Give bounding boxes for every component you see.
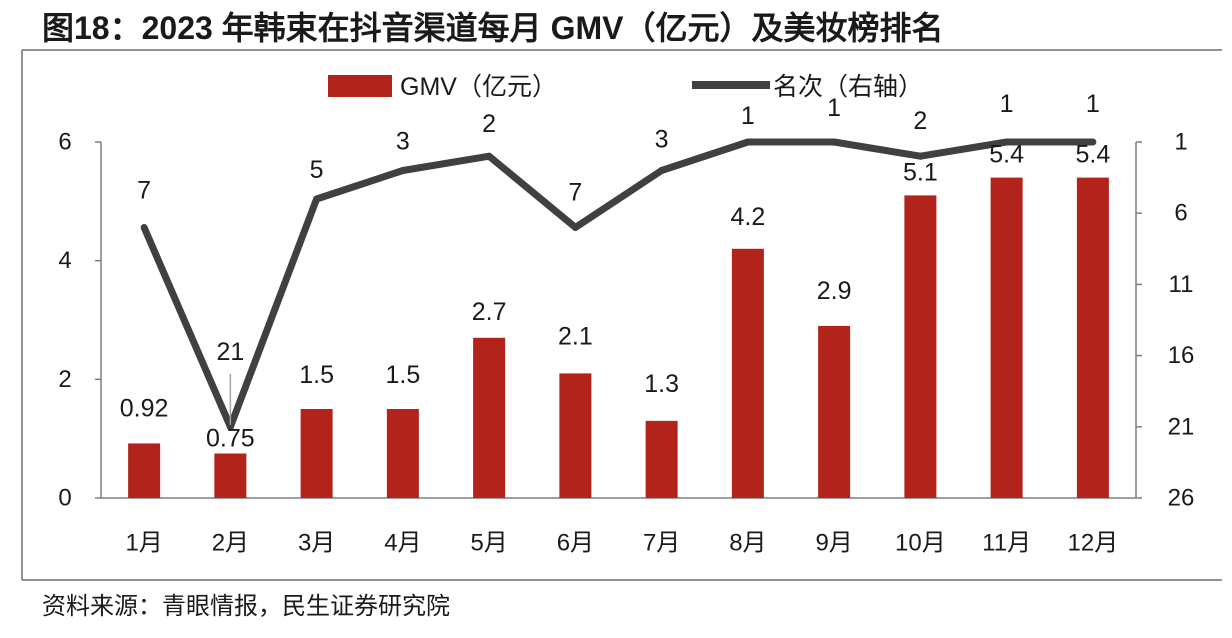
rank-data-label: 5 [310, 156, 324, 184]
gmv-data-label: 0.75 [206, 425, 255, 453]
rank-data-label: 3 [396, 127, 410, 155]
data-labels: 0.92 0.75 1.5 1.5 2.7 2.1 1.3 4.2 2.9 5.1 5.4 5.4 7 2… [120, 90, 1111, 453]
rank-point-9 [830, 138, 838, 146]
rank-point-8 [744, 138, 752, 146]
y-right-tick-label: 1 [1174, 129, 1187, 156]
gmv-data-label: 2.7 [472, 298, 507, 326]
rank-data-label: 7 [137, 176, 151, 204]
rank-data-label: 3 [655, 125, 669, 153]
y-left-tick-label: 4 [58, 247, 71, 274]
gmv-bar-8 [731, 248, 764, 498]
gmv-bar-1 [128, 443, 161, 498]
gmv-data-label: 5.4 [1075, 141, 1110, 169]
rank-data-label: 7 [568, 178, 582, 206]
rank-point-5 [485, 152, 493, 160]
source-note: 资料来源：青眼情报，民生证券研究院 [42, 593, 450, 620]
rank-data-label: 21 [216, 338, 244, 366]
rank-data-label: 2 [482, 110, 496, 138]
x-tick-label: 3月 [298, 530, 335, 557]
gmv-bars [128, 177, 1109, 498]
rank-data-label: 1 [741, 102, 755, 130]
rank-point-3 [313, 195, 321, 203]
y-left-tick-label: 0 [58, 485, 71, 512]
chart-title: 图18：2023 年韩束在抖音渠道每月 GMV（亿元）及美妆榜排名 [42, 10, 944, 46]
rank-series [140, 138, 1097, 431]
gmv-data-label: 1.3 [644, 370, 679, 398]
gmv-data-label: 5.1 [903, 158, 938, 186]
rank-data-label: 1 [1086, 90, 1100, 118]
x-tick-label: 5月 [470, 530, 507, 557]
gmv-bar-12 [1076, 177, 1109, 498]
y-left-tick-label: 2 [58, 366, 71, 393]
x-tick-label: 12月 [1068, 530, 1119, 557]
x-tick-label: 9月 [815, 530, 852, 557]
x-tick-label: 6月 [557, 530, 594, 557]
rank-data-label: 2 [913, 107, 927, 135]
y-left-tick-label: 6 [58, 129, 71, 156]
y-right-tick-label: 11 [1169, 271, 1194, 298]
rank-point-6 [571, 223, 579, 231]
gmv-bar-7 [645, 420, 678, 498]
y-right-tick-label: 6 [1174, 200, 1187, 227]
rank-data-label: 1 [1000, 90, 1014, 118]
rank-point-4 [399, 166, 407, 174]
gmv-data-label: 1.5 [385, 361, 420, 389]
gmv-bar-2 [214, 453, 247, 498]
gmv-bar-9 [818, 325, 851, 498]
gmv-data-label: 2.9 [817, 277, 852, 305]
gmv-data-label: 2.1 [558, 322, 593, 350]
gmv-bar-11 [990, 177, 1023, 498]
gmv-data-label: 5.4 [989, 141, 1024, 169]
legend: GMV（亿元） 名次（右轴） [328, 73, 923, 101]
x-tick-label: 2月 [212, 530, 249, 557]
y-right-tick-label: 21 [1168, 413, 1195, 440]
rank-point-12 [1089, 138, 1097, 146]
x-tick-label: 11月 [982, 530, 1031, 557]
legend-gmv-swatch [328, 75, 392, 97]
gmv-data-label: 1.5 [299, 361, 334, 389]
x-tick-label: 7月 [643, 530, 680, 557]
gmv-data-label: 0.92 [120, 394, 169, 422]
y-right-tick-label: 26 [1168, 485, 1195, 512]
x-tick-label: 4月 [384, 530, 421, 557]
gmv-data-label: 4.2 [730, 203, 765, 231]
x-tick-label: 8月 [729, 530, 766, 557]
gmv-bar-6 [559, 373, 592, 498]
gmv-bar-10 [904, 195, 937, 498]
rank-data-label: 1 [827, 94, 841, 122]
gmv-bar-3 [300, 409, 333, 498]
legend-rank-label: 名次（右轴） [773, 73, 923, 101]
rank-point-11 [1003, 138, 1011, 146]
rank-point-1 [140, 223, 148, 231]
x-tick-label: 10月 [895, 530, 946, 557]
x-tick-label: 1月 [125, 530, 162, 557]
rank-point-2 [226, 423, 234, 431]
gmv-bar-4 [386, 409, 419, 498]
legend-gmv-label: GMV（亿元） [400, 73, 557, 101]
gmv-bar-5 [473, 337, 506, 498]
rank-point-7 [658, 166, 666, 174]
y-right-tick-label: 16 [1168, 342, 1195, 369]
rank-point-10 [916, 152, 924, 160]
rank-line [140, 138, 1093, 431]
